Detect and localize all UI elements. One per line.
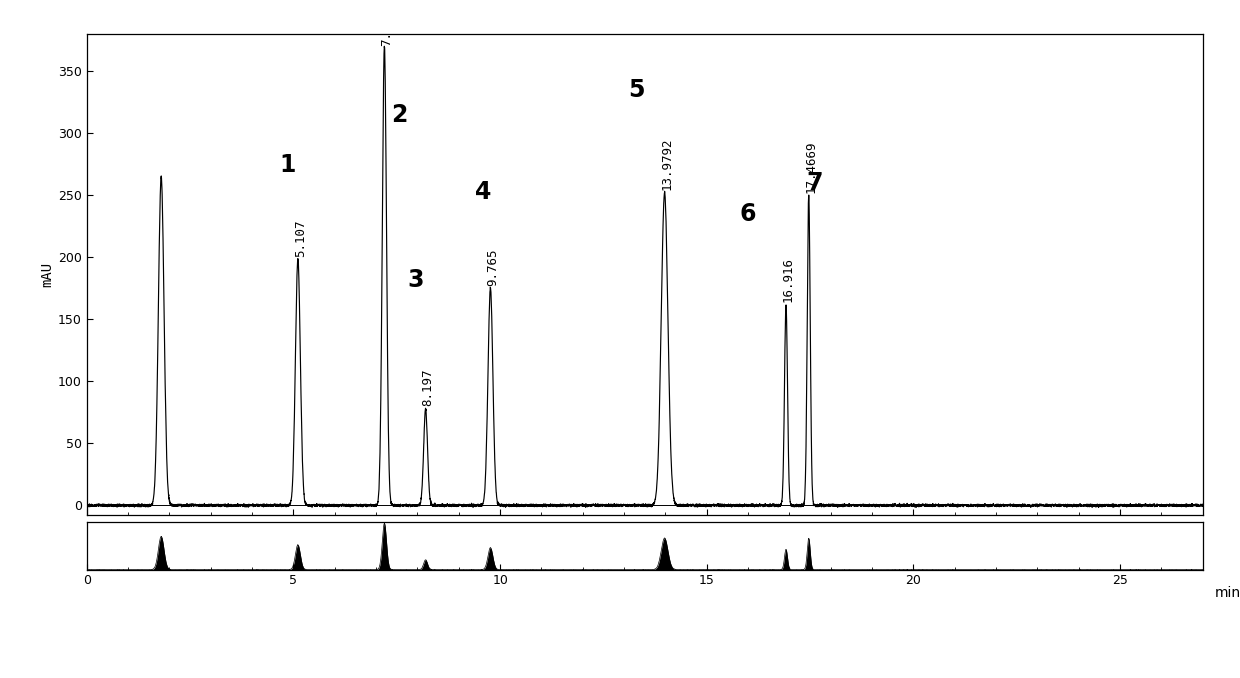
Y-axis label: mAU: mAU bbox=[40, 262, 53, 287]
Text: 7: 7 bbox=[806, 171, 822, 195]
Text: 9.765: 9.765 bbox=[486, 248, 500, 285]
Text: 16.916: 16.916 bbox=[782, 257, 795, 302]
Text: 6: 6 bbox=[740, 202, 756, 226]
Text: 7.2: 7.2 bbox=[381, 24, 393, 46]
Text: 5.107: 5.107 bbox=[294, 220, 306, 257]
Text: 5: 5 bbox=[629, 78, 645, 102]
Text: 2: 2 bbox=[391, 103, 407, 127]
Text: min: min bbox=[1215, 586, 1240, 600]
Text: 13.9792: 13.9792 bbox=[661, 138, 673, 191]
Text: 8.197: 8.197 bbox=[422, 369, 434, 406]
Text: 3: 3 bbox=[407, 268, 424, 292]
Text: 17.4669: 17.4669 bbox=[805, 140, 817, 193]
Text: 4: 4 bbox=[475, 180, 492, 204]
Text: 1: 1 bbox=[279, 153, 295, 176]
